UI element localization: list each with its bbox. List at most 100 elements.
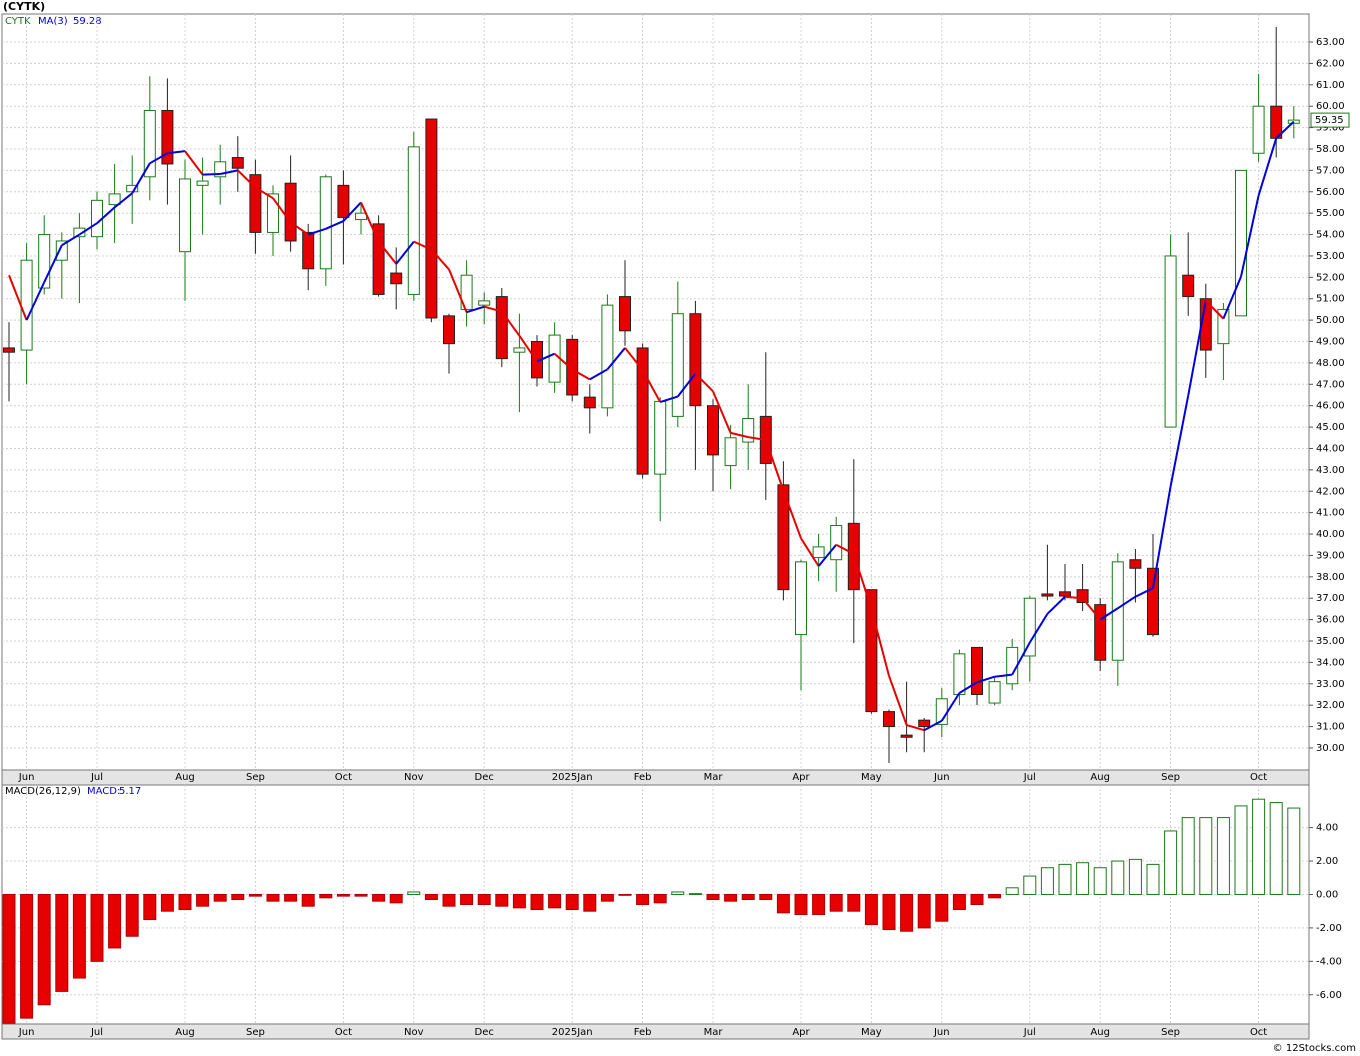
macd-bar [319,893,333,899]
ma-segment [96,206,116,224]
y-tick-label: 60.00 [1316,101,1345,112]
macd-bar [952,893,966,911]
macd-bar [618,893,632,896]
ma-segment [1187,300,1207,396]
macd-panel [1,784,1310,1025]
ma-segment [606,347,626,370]
ma-segment [835,543,855,555]
macd-bar [653,893,667,904]
x-tick-label: Oct [1250,772,1267,783]
candle-body [1041,593,1054,597]
macd-bar [407,891,421,895]
candle-body [284,182,297,242]
macd-bar [1199,817,1213,895]
y-tick-label: 49.00 [1316,337,1345,348]
candle-body [689,313,702,407]
ma-segment [184,150,204,176]
ma-segment [1152,486,1172,589]
ma-segment [1275,120,1295,140]
macd-bar [794,893,808,916]
y-tick-label: 31.00 [1316,722,1345,733]
ma-segment [237,169,257,189]
x-tick-label: Aug [1090,1027,1110,1038]
ma-segment [167,150,186,155]
x-tick-label: Feb [634,772,652,783]
y-tick-label: 39.00 [1316,550,1345,561]
candle-body [900,734,913,738]
macd-bar [1023,875,1037,895]
legend-symbol: CYTK [5,16,31,27]
candle-body [249,174,262,233]
macd-bar [196,893,210,907]
ma-segment [624,347,644,371]
macd-bar [389,893,403,904]
macd-bar [935,893,949,922]
legend-ma-value: 59.28 [73,16,102,27]
ma-segment [78,222,98,236]
candle-body [196,180,209,186]
candle-body [443,315,455,345]
y-tick-label: 55.00 [1316,208,1345,219]
ma-segment [748,436,766,441]
ma-segment [1240,195,1260,277]
candle-body [1182,274,1195,298]
x-tick-label: Dec [475,772,494,783]
macd-bar [2,893,16,1024]
candle-body [20,259,33,351]
candle-body [707,405,719,456]
candle-body [1164,255,1177,428]
candle-body [1147,567,1159,636]
ma-segment [500,310,521,337]
ma-segment [553,352,573,371]
x-tick-label: Jun [933,772,950,783]
x-tick-label: Oct [335,772,352,783]
ma-segment [712,390,732,434]
macd-bar [864,893,878,926]
x-axis-strip [1,1023,1310,1040]
macd-bar [548,893,562,909]
ma-segment [641,369,662,403]
macd-bar [1040,867,1054,895]
macd-bar [583,893,597,912]
candle-body [1217,308,1230,345]
y-tick-label: 52.00 [1316,272,1345,283]
candle-body [143,109,156,178]
candle-body [319,176,332,270]
macd-bar [741,893,755,900]
macd-bar [1005,887,1019,895]
macd-bar [1216,817,1230,895]
y-tick-label: 32.00 [1316,700,1345,711]
candle-body [865,589,878,713]
x-tick-label: Oct [1250,1027,1267,1038]
ma-segment [518,335,538,362]
x-tick-label: Mar [704,772,724,783]
macd-bar [143,893,157,921]
candle-body [1076,589,1089,603]
candle-body [918,719,931,728]
macd-bar [600,893,614,902]
y-tick-label: 30.00 [1316,743,1345,754]
macd-bar [530,893,544,911]
x-axis-strip [1,769,1310,786]
macd-bar [20,893,34,1019]
macd-bar [284,893,298,902]
macd-bar [460,893,474,906]
candle-body [372,223,385,295]
macd-bar [1269,802,1283,895]
macd-bar [178,893,192,911]
candle-body [231,157,244,169]
candle-body [1235,169,1247,317]
x-tick-label: Jun [933,1027,950,1038]
y-tick-label: 47.00 [1316,379,1345,390]
ma-segment [923,719,943,732]
candle-body [407,146,420,295]
y-tick-label: 63.00 [1316,37,1345,48]
ma-segment [888,675,908,726]
macd-bar [1287,807,1301,895]
legend-macd: MACD(26,12,9) [5,786,81,797]
ma-segment [325,220,344,230]
ma-segment [906,724,925,732]
candle-body [636,347,649,475]
ma-segment [483,305,503,313]
ma-segment [994,673,1013,678]
